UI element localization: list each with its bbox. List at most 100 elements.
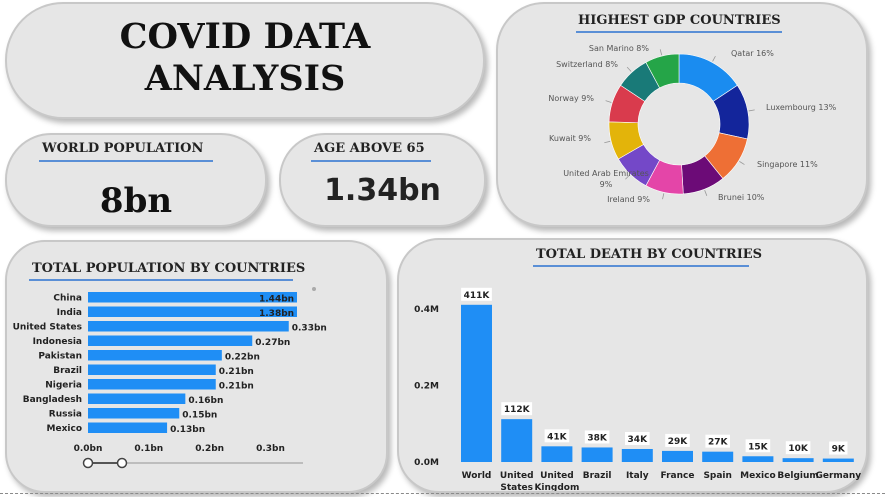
- world-population-underline: [39, 160, 213, 162]
- population-data-label: 0.13bn: [170, 425, 205, 435]
- donut-slice-label: Singapore 11%: [757, 160, 818, 169]
- population-category-label: Pakistan: [38, 352, 82, 362]
- population-chart-underline: [29, 279, 293, 281]
- death-data-label: 9K: [832, 445, 846, 455]
- population-category-label: United States: [13, 323, 82, 333]
- population-data-label: 1.44bn: [259, 295, 294, 305]
- death-bar: [822, 458, 854, 462]
- population-chart-card: TOTAL POPULATION BY COUNTRIES China 1.44b…: [5, 240, 388, 493]
- death-y-tick: 0.2M: [414, 382, 439, 392]
- world-population-value: 8bn: [99, 181, 173, 221]
- donut-leader-line: [604, 140, 611, 144]
- death-bar: [501, 419, 533, 462]
- age-above-65-card: AGE ABOVE 65 1.34bn: [279, 133, 486, 227]
- death-category-label: Germany: [815, 471, 861, 481]
- death-data-label-box: [785, 441, 811, 455]
- death-category-label: Belgium: [777, 471, 818, 481]
- death-category-label: France: [661, 471, 695, 481]
- death-category-label: Kingdom: [534, 483, 579, 491]
- death-data-label-box: [705, 434, 730, 448]
- population-data-label: 0.21bn: [219, 382, 254, 392]
- donut-slice-label: United Arab Emirates 9%: [563, 169, 649, 189]
- population-category-label: India: [57, 308, 82, 318]
- death-data-label-box: [461, 287, 492, 301]
- death-category-label: Brazil: [583, 471, 612, 481]
- population-data-label: 0.33bn: [292, 324, 327, 334]
- world-population-card: WORLD POPULATION 8bn: [5, 133, 267, 227]
- population-category-label: Mexico: [47, 424, 82, 434]
- death-category-label: World: [462, 471, 492, 481]
- death-category-label: Italy: [626, 471, 649, 481]
- population-chart-title: TOTAL POPULATION BY COUNTRIES: [32, 261, 306, 276]
- title-card: COVID DATA ANALYSIS: [5, 2, 485, 119]
- death-data-label: 38K: [587, 433, 608, 443]
- population-bar: [88, 379, 216, 390]
- age-above-65-value: 1.34bn: [324, 173, 441, 208]
- death-chart-card: TOTAL DEATH BY COUNTRIES 0.0M 0.2M 0.4M 411…: [397, 238, 868, 493]
- death-bar: [461, 304, 492, 462]
- population-category-label: Brazil: [53, 366, 82, 376]
- dashboard-title: COVID DATA ANALYSIS: [7, 16, 483, 100]
- population-x-tick: 0.3bn: [256, 444, 285, 454]
- donut-slice-label: San Marino 8%: [589, 44, 650, 53]
- donut-leader-line: [662, 193, 665, 200]
- death-y-tick: 0.0M: [414, 458, 439, 468]
- population-category-label: Russia: [49, 410, 82, 420]
- death-data-label: 29K: [668, 437, 689, 447]
- death-data-label: 41K: [547, 432, 568, 442]
- donut-leader-line: [626, 66, 632, 72]
- death-bar: [541, 446, 573, 462]
- donut-leader-line: [605, 100, 612, 103]
- death-category-label: United: [540, 471, 574, 481]
- population-bar: [88, 292, 297, 303]
- donut-slice-label: Kuwait 9%: [549, 134, 591, 143]
- population-bar: [88, 321, 289, 332]
- donut-slice-label: Qatar 16%: [731, 49, 774, 58]
- page-bottom-border: [0, 493, 885, 494]
- population-data-label: 0.16bn: [188, 396, 223, 406]
- population-data-label: 0.15bn: [182, 411, 217, 421]
- title-line-1: COVID DATA: [119, 16, 371, 57]
- death-data-label: 15K: [748, 442, 769, 452]
- population-data-label: 1.38bn: [259, 309, 294, 319]
- vertical-scrollbar-thumb: [312, 287, 316, 291]
- range-slider-end-handle[interactable]: [116, 457, 128, 469]
- death-data-label-box: [745, 439, 771, 453]
- population-bar: [88, 364, 216, 375]
- death-chart-underline: [533, 265, 749, 267]
- donut-slice: [645, 53, 680, 89]
- death-bar: [782, 458, 814, 462]
- death-bar: [581, 447, 613, 462]
- donut-leader-line: [748, 109, 755, 112]
- death-data-label: 411K: [464, 291, 491, 301]
- population-category-label: Indonesia: [33, 337, 82, 347]
- population-bar: [88, 306, 297, 317]
- age-above-65-label: AGE ABOVE 65: [314, 141, 425, 156]
- population-data-label: 0.22bn: [225, 353, 260, 363]
- title-line-2: ANALYSIS: [144, 58, 346, 99]
- death-chart-title: TOTAL DEATH BY COUNTRIES: [536, 247, 763, 262]
- population-x-tick: 0.2bn: [195, 444, 224, 454]
- death-data-label-box: [829, 441, 848, 455]
- population-bar: [88, 393, 186, 404]
- donut-slice-label: Brunei 10%: [718, 193, 765, 202]
- gdp-donut-chart: Qatar 16% Luxembourg 13% Singapore 11% Brun…: [548, 44, 836, 204]
- age-above-65-underline: [311, 160, 431, 162]
- death-data-label-box: [544, 429, 570, 443]
- population-x-tick: 0.0bn: [74, 444, 103, 454]
- donut-leader-line: [659, 49, 663, 56]
- gdp-chart-underline: [576, 31, 782, 33]
- population-category-label: Bangladesh: [23, 395, 82, 405]
- population-data-label: 0.21bn: [219, 367, 254, 377]
- donut-leader-line: [625, 174, 630, 180]
- population-data-label: 0.27bn: [255, 338, 290, 348]
- gdp-chart-title: HIGHEST GDP COUNTRIES: [578, 13, 781, 28]
- death-bar: [621, 448, 653, 462]
- death-data-label: 27K: [708, 438, 729, 448]
- range-slider-start-handle[interactable]: [82, 457, 94, 469]
- population-x-tick: 0.1bn: [134, 444, 163, 454]
- donut-leader-line: [704, 190, 708, 196]
- death-data-label-box: [665, 433, 690, 447]
- death-bar: [702, 451, 734, 462]
- death-category-label: Mexico: [740, 471, 775, 481]
